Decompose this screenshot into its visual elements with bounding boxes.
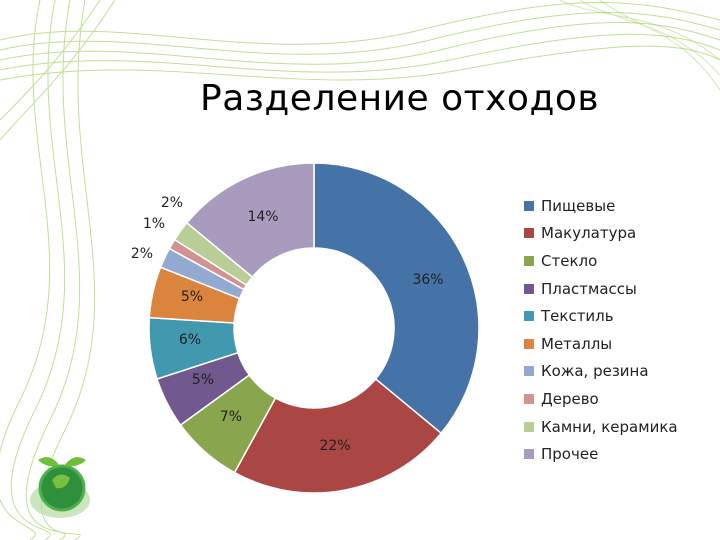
- legend-label: Металлы: [541, 334, 613, 353]
- pie-slice-1: [313, 162, 480, 435]
- legend-swatch: [524, 338, 534, 349]
- legend-swatch: [524, 311, 534, 322]
- chart-legend: Пищевые Макулатура Стекло Пластмассы Текстил…: [524, 192, 678, 468]
- data-label-9: 2%: [161, 195, 183, 211]
- legend-label: Стекло: [541, 251, 598, 270]
- data-label-3: 7%: [220, 409, 242, 425]
- legend-item-6: Металлы: [524, 330, 678, 358]
- data-label-10: 14%: [247, 209, 278, 225]
- legend-swatch: [524, 255, 534, 266]
- data-label-5: 6%: [179, 332, 201, 348]
- legend-label: Пластмассы: [541, 279, 637, 298]
- legend-swatch: [524, 421, 534, 432]
- legend-label: Дерево: [541, 389, 599, 408]
- legend-swatch: [524, 200, 534, 211]
- legend-label: Текстиль: [541, 307, 614, 326]
- legend-item-4: Пластмассы: [524, 275, 678, 303]
- legend-label: Прочее: [541, 445, 599, 464]
- globe-logo: [30, 457, 90, 518]
- data-label-4: 5%: [192, 372, 214, 388]
- legend-label: Пищевые: [541, 196, 616, 215]
- legend-swatch: [524, 393, 534, 404]
- data-label-7: 2%: [131, 246, 153, 262]
- legend-item-9: Камни, керамика: [524, 413, 678, 441]
- legend-label: Кожа, резина: [541, 362, 649, 381]
- legend-item-5: Текстиль: [524, 302, 678, 330]
- slide-title: Разделение отходов: [200, 78, 600, 119]
- pie-slice-2: [233, 377, 443, 494]
- legend-item-1: Пищевые: [524, 192, 678, 220]
- legend-item-10: Прочее: [524, 440, 678, 468]
- legend-swatch: [524, 283, 534, 294]
- legend-item-8: Дерево: [524, 385, 678, 413]
- data-label-1: 36%: [412, 272, 443, 288]
- legend-item-7: Кожа, резина: [524, 358, 678, 386]
- data-label-8: 1%: [143, 216, 165, 232]
- legend-item-3: Стекло: [524, 247, 678, 275]
- legend-swatch: [524, 449, 534, 460]
- legend-item-2: Макулатура: [524, 220, 678, 248]
- legend-swatch: [524, 366, 534, 377]
- data-label-2: 22%: [319, 438, 350, 454]
- legend-label: Камни, керамика: [541, 417, 678, 436]
- pie-slice-10: [185, 162, 315, 279]
- data-label-6: 5%: [181, 289, 203, 305]
- legend-label: Макулатура: [541, 224, 637, 243]
- legend-swatch: [524, 228, 534, 239]
